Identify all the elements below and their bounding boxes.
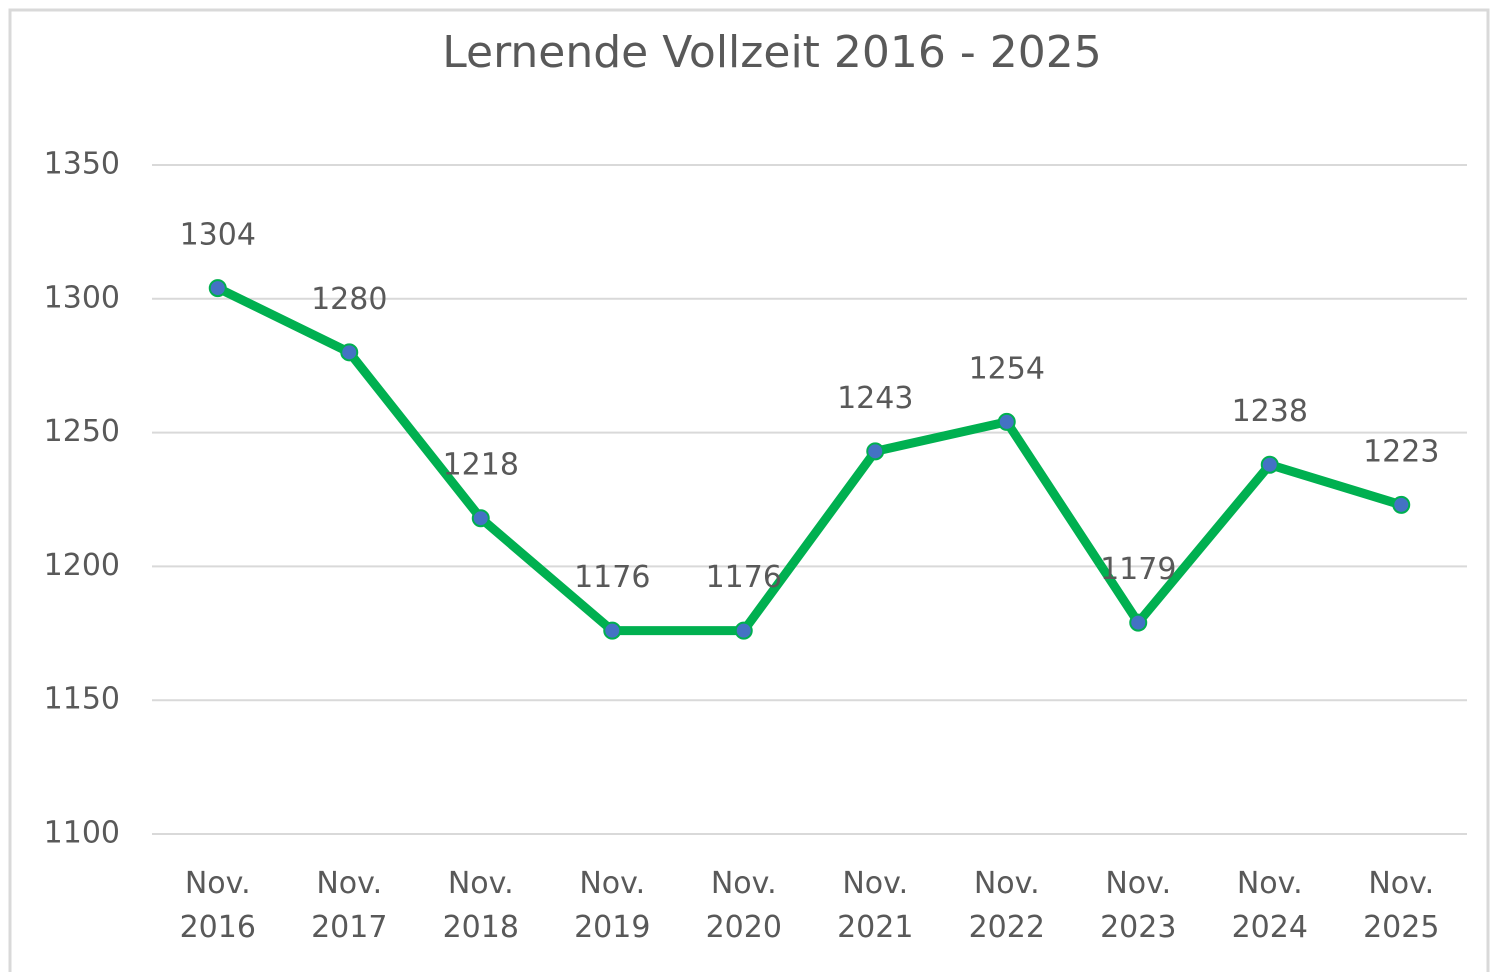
data-label: 1176 bbox=[574, 560, 650, 595]
data-label: 1254 bbox=[969, 351, 1045, 386]
data-label: 1223 bbox=[1363, 434, 1439, 469]
data-point bbox=[734, 621, 753, 640]
data-point bbox=[1129, 613, 1148, 632]
chart-title: Lernende Vollzeit 2016 - 2025 bbox=[442, 27, 1101, 78]
data-point bbox=[1260, 455, 1279, 474]
x-tick-label: Nov. 2024 bbox=[1232, 866, 1308, 945]
x-tick-label: Nov. 2016 bbox=[180, 866, 256, 945]
x-tick-label: Nov. 2022 bbox=[969, 866, 1045, 945]
data-label: 1243 bbox=[837, 381, 913, 416]
y-tick-label: 1350 bbox=[44, 147, 120, 182]
data-point bbox=[471, 509, 490, 528]
y-tick-label: 1250 bbox=[44, 414, 120, 449]
data-point bbox=[997, 412, 1016, 431]
chart-border bbox=[8, 8, 1490, 972]
data-point bbox=[340, 343, 359, 362]
y-tick-label: 1200 bbox=[44, 548, 120, 583]
data-point bbox=[866, 442, 885, 461]
y-tick-label: 1300 bbox=[44, 280, 120, 315]
data-point bbox=[208, 279, 227, 298]
x-tick-label: Nov. 2019 bbox=[574, 866, 650, 945]
data-point bbox=[603, 621, 622, 640]
y-tick-label: 1150 bbox=[44, 682, 120, 717]
data-label: 1280 bbox=[311, 282, 387, 317]
series-line bbox=[215, 284, 1403, 636]
x-tick-label: Nov. 2021 bbox=[837, 866, 913, 945]
x-tick-label: Nov. 2025 bbox=[1363, 866, 1439, 945]
data-label: 1218 bbox=[443, 448, 519, 483]
data-label: 1179 bbox=[1100, 552, 1176, 587]
x-tick-label: Nov. 2017 bbox=[311, 866, 387, 945]
data-label: 1304 bbox=[180, 218, 256, 253]
x-tick-label: Nov. 2018 bbox=[443, 866, 519, 945]
data-label: 1176 bbox=[706, 560, 782, 595]
data-label: 1238 bbox=[1232, 394, 1308, 429]
y-tick-label: 1100 bbox=[44, 816, 120, 851]
x-tick-label: Nov. 2020 bbox=[706, 866, 782, 945]
x-tick-label: Nov. 2023 bbox=[1100, 866, 1176, 945]
data-point bbox=[1392, 495, 1411, 514]
